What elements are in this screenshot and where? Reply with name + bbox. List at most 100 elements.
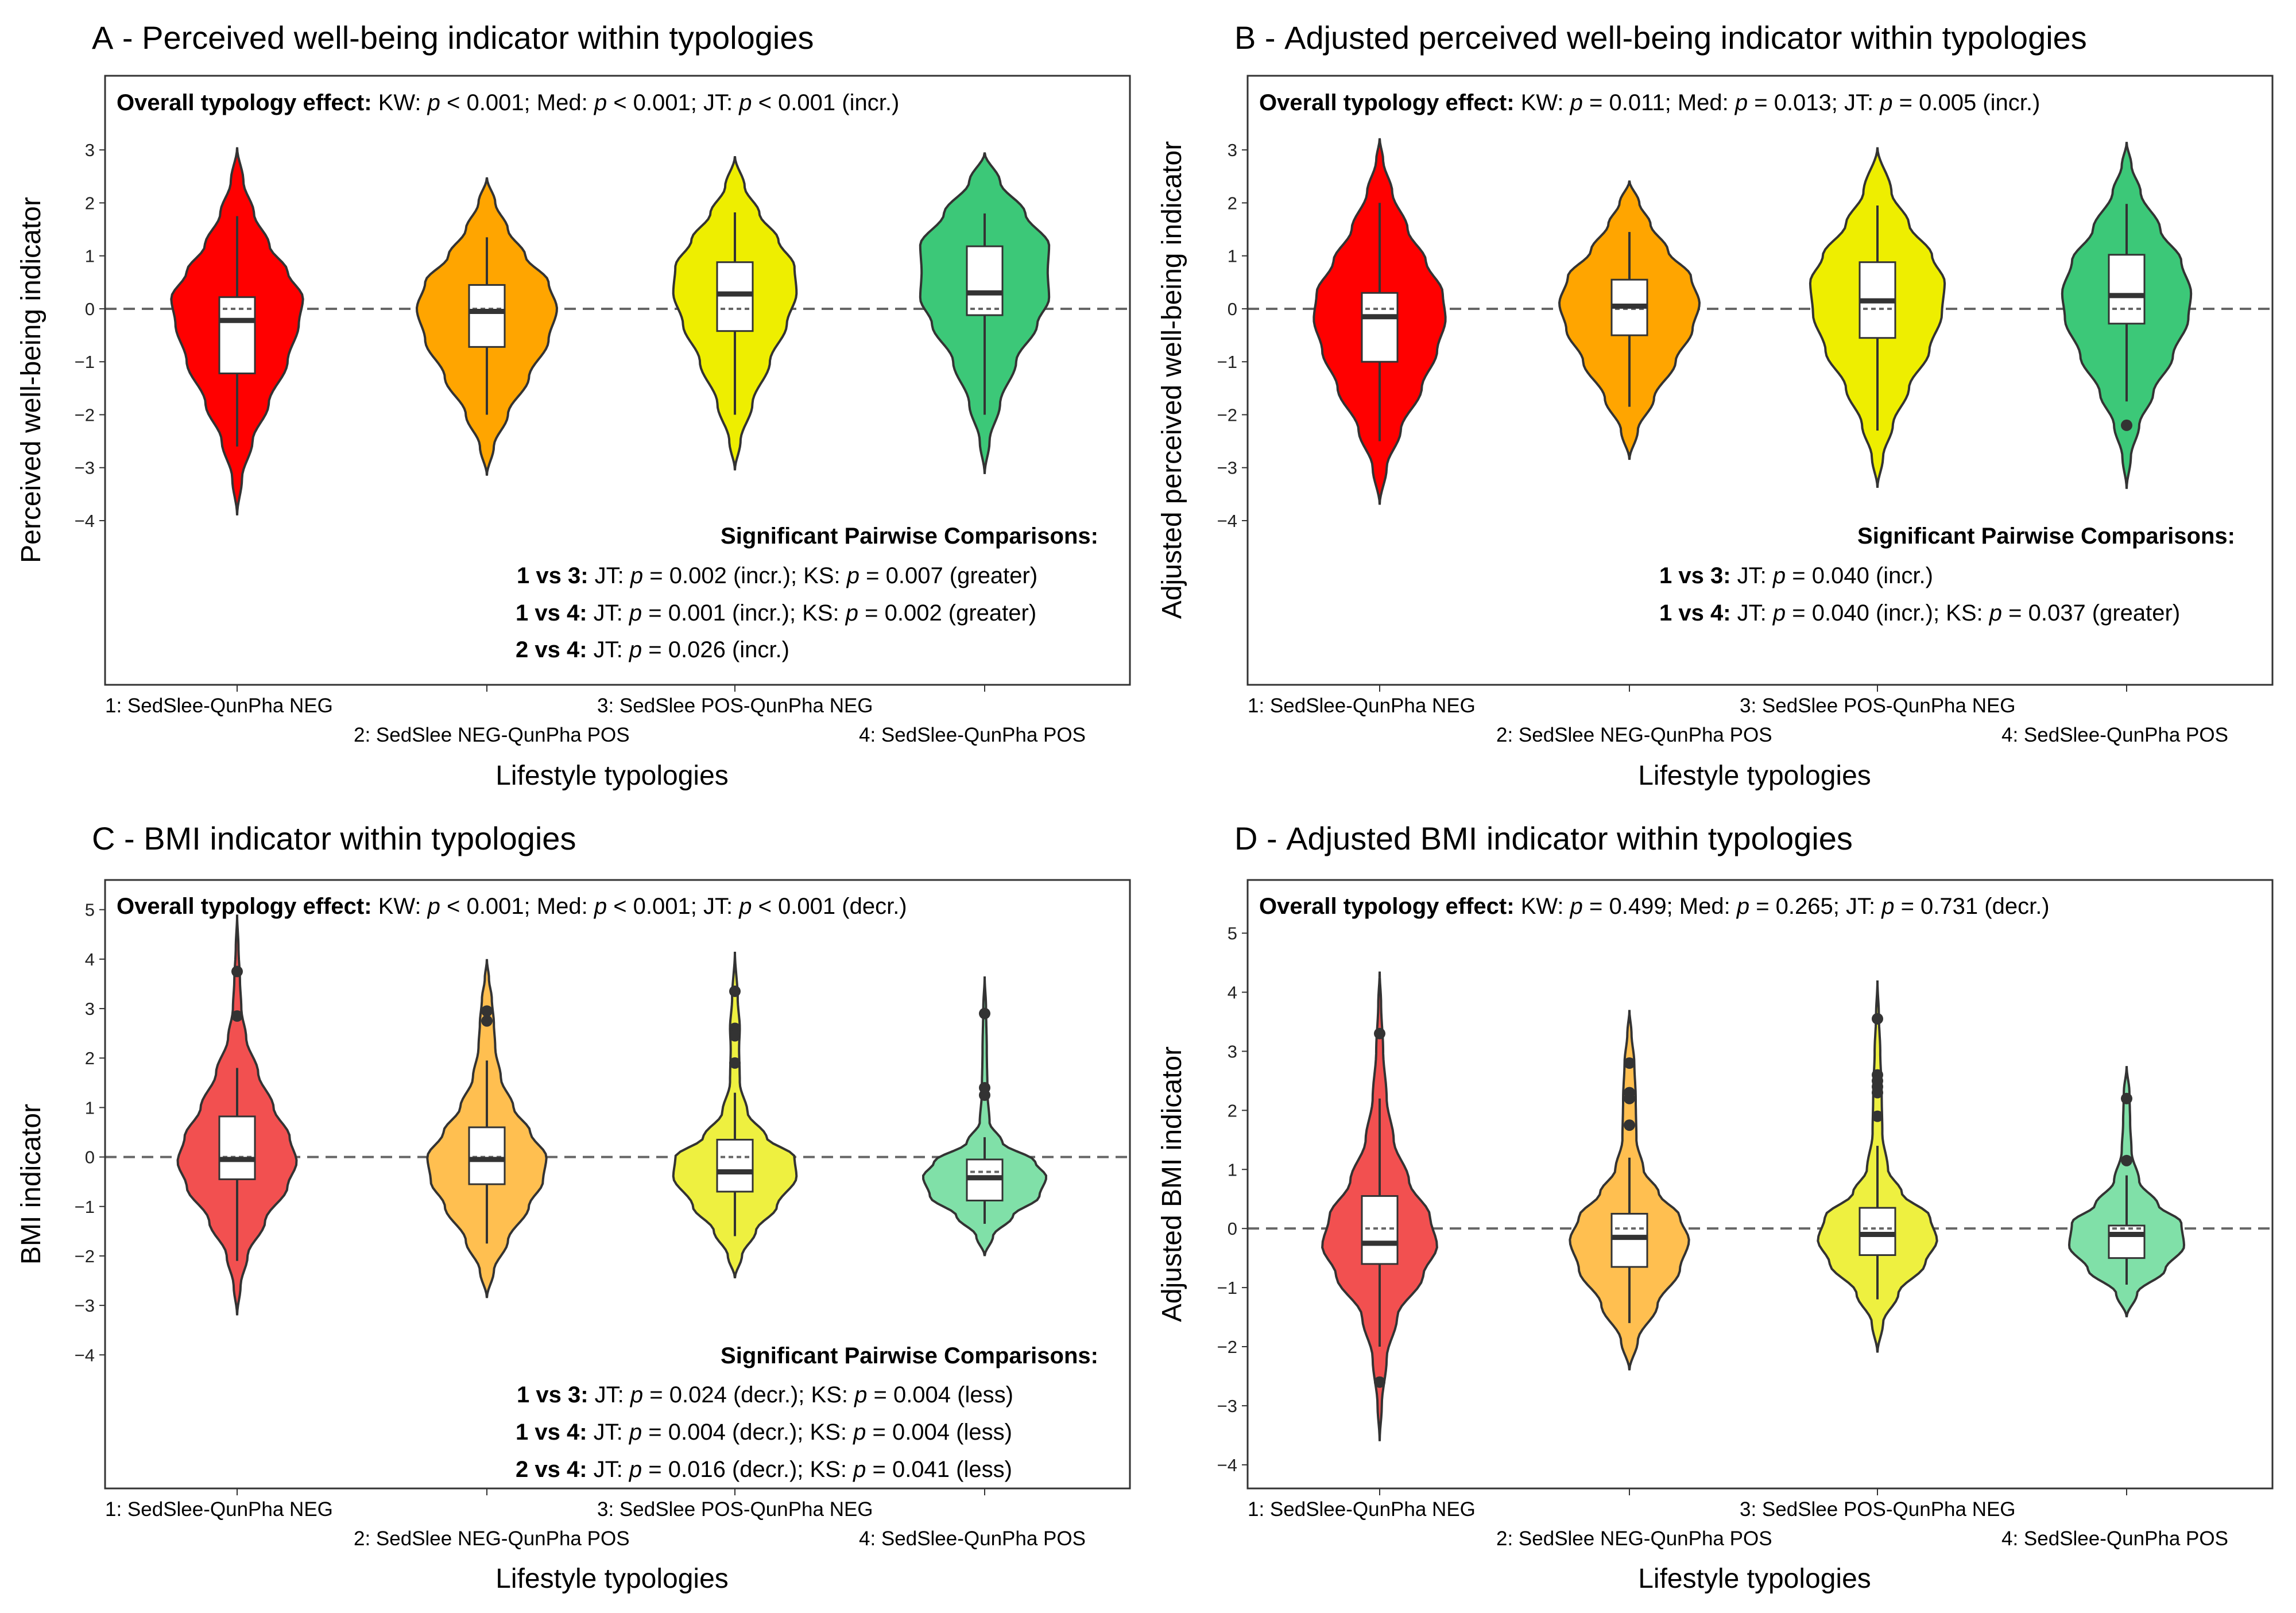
pairwise-comparison-space bbox=[587, 637, 594, 662]
pairwise-comparison-part: JT: bbox=[594, 637, 629, 662]
panel-frame bbox=[1246, 75, 2274, 686]
pairwise-comparison-part: p bbox=[846, 563, 859, 588]
overall-effect-annotation-part: = 0.499; Med: bbox=[1583, 894, 1737, 919]
y-axis-title: Adjusted perceived well-being indicator bbox=[1157, 141, 1187, 619]
violin-group bbox=[919, 152, 1051, 474]
iqr-box bbox=[2108, 254, 2146, 325]
pairwise-comparison-label: 1 vs 4: bbox=[1659, 600, 1731, 626]
pairwise-comparison-part: p bbox=[629, 600, 642, 626]
outlier-point bbox=[979, 1007, 990, 1019]
violin-group bbox=[672, 156, 798, 471]
panel-frame bbox=[104, 879, 1131, 1490]
y-axis-title: Perceived well-being indicator bbox=[16, 197, 47, 563]
y-tick-label: −4 bbox=[1217, 1455, 1237, 1475]
iqr-box bbox=[468, 284, 506, 348]
x-axis-title: Lifestyle typologies bbox=[1638, 1564, 1871, 1594]
x-category-label: 4: SedSlee-QunPha POS bbox=[2001, 724, 2228, 746]
violin-group bbox=[2067, 1066, 2186, 1317]
x-category-label: 3: SedSlee POS-QunPha NEG bbox=[597, 695, 873, 717]
y-tick-label: 1 bbox=[1228, 1160, 1237, 1180]
iqr-box bbox=[468, 1126, 506, 1185]
y-tick-label: 3 bbox=[1228, 1041, 1237, 1061]
outlier-point bbox=[1374, 1027, 1385, 1040]
violin-shape bbox=[922, 976, 1048, 1257]
x-category-label: 2: SedSlee NEG-QunPha POS bbox=[1496, 724, 1772, 746]
panel-frame bbox=[1246, 879, 2274, 1490]
pairwise-comparison-label: 1 vs 3: bbox=[1659, 563, 1731, 588]
x-category-label: 4: SedSlee-QunPha POS bbox=[859, 1527, 1086, 1550]
pairwise-comparison-part: p bbox=[629, 1420, 642, 1445]
panel-title: A - Perceived well-being indicator withi… bbox=[92, 20, 814, 56]
x-category-label: 1: SedSlee-QunPha NEG bbox=[1248, 695, 1476, 717]
outlier-point bbox=[979, 1089, 990, 1101]
x-category-label: 2: SedSlee NEG-QunPha POS bbox=[354, 724, 630, 746]
pairwise-comparison-part: p bbox=[1772, 563, 1786, 588]
pairwise-comparison-part: JT: bbox=[594, 1420, 629, 1445]
outlier-point bbox=[231, 1010, 243, 1022]
outlier-point bbox=[1872, 1013, 1883, 1025]
pairwise-comparison-part: = 0.002 (greater) bbox=[858, 600, 1036, 626]
x-category-label: 3: SedSlee POS-QunPha NEG bbox=[1740, 1498, 2016, 1521]
violin-group bbox=[176, 914, 298, 1316]
pairwise-title: Significant Pairwise Comparisons: bbox=[721, 524, 1098, 549]
pairwise-comparison-part: = 0.004 (less) bbox=[867, 1382, 1013, 1408]
pairwise-comparison-part: = 0.007 (greater) bbox=[859, 563, 1037, 588]
panel-title: C - BMI indicator within typologies bbox=[92, 820, 576, 856]
overall-effect-annotation-label: Overall typology effect: bbox=[1259, 894, 1515, 919]
x-axis-title: Lifestyle typologies bbox=[1638, 761, 1871, 791]
overall-effect-annotation-part: KW: bbox=[378, 90, 428, 115]
y-tick-label: 0 bbox=[1228, 1219, 1237, 1239]
overall-effect-annotation-part: < 0.001; JT: bbox=[607, 90, 739, 115]
pairwise-comparison-part: = 0.002 (incr.); KS: bbox=[643, 563, 847, 588]
y-tick-label: −2 bbox=[75, 405, 95, 425]
y-tick-label: −3 bbox=[75, 1296, 95, 1316]
pairwise-comparison-part: JT: bbox=[1737, 563, 1773, 588]
pairwise-comparison-label: 2 vs 4: bbox=[516, 1457, 587, 1482]
pairwise-title: Significant Pairwise Comparisons: bbox=[1857, 524, 2235, 549]
iqr-box bbox=[966, 245, 1004, 316]
y-tick-label: −1 bbox=[1217, 352, 1237, 372]
outlier-point bbox=[2121, 1092, 2132, 1104]
overall-effect-annotation-part: = 0.005 (incr.) bbox=[1893, 90, 2041, 115]
pairwise-comparison: 1 vs 4: JT: p = 0.001 (incr.); KS: p = 0… bbox=[516, 600, 1036, 626]
pairwise-comparison-part: = 0.040 (incr.) bbox=[1786, 563, 1933, 588]
x-category-label: 1: SedSlee-QunPha NEG bbox=[105, 1498, 333, 1521]
overall-effect-annotation-part: p bbox=[738, 90, 752, 115]
iqr-box bbox=[1859, 1207, 1896, 1256]
overall-effect-annotation-space bbox=[372, 90, 378, 115]
overall-effect-annotation-part: KW: bbox=[378, 894, 428, 919]
pairwise-comparison-part: = 0.024 (decr.); KS: bbox=[643, 1382, 854, 1408]
outlier-point bbox=[729, 1057, 741, 1069]
x-category-label: 4: SedSlee-QunPha POS bbox=[2001, 1527, 2228, 1550]
outlier-point bbox=[2121, 419, 2132, 431]
overall-effect-annotation-part: = 0.731 (decr.) bbox=[1894, 894, 2049, 919]
overall-effect-annotation-label: Overall typology effect: bbox=[117, 90, 372, 115]
pairwise-comparison-part: p bbox=[629, 637, 642, 662]
overall-effect-annotation: Overall typology effect: KW: p < 0.001; … bbox=[117, 894, 907, 919]
x-category-label: 2: SedSlee NEG-QunPha POS bbox=[354, 1527, 630, 1550]
outlier-point bbox=[1872, 1110, 1883, 1122]
overall-effect-annotation-part: < 0.001; JT: bbox=[607, 894, 739, 919]
pairwise-comparison-space bbox=[1731, 600, 1737, 626]
outlier-point bbox=[481, 1005, 493, 1017]
overall-effect-annotation-part: p bbox=[1570, 894, 1583, 919]
y-tick-label: −4 bbox=[75, 1345, 95, 1365]
overall-effect-annotation-part: p bbox=[1881, 894, 1894, 919]
y-tick-label: −3 bbox=[75, 458, 95, 478]
y-tick-label: 2 bbox=[1228, 1100, 1237, 1120]
y-tick-label: −2 bbox=[75, 1246, 95, 1266]
pairwise-comparison-space bbox=[587, 600, 594, 626]
overall-effect-annotation-part: < 0.001 (decr.) bbox=[752, 894, 907, 919]
y-tick-label: −4 bbox=[1217, 511, 1237, 531]
y-tick-label: 1 bbox=[85, 1098, 95, 1118]
y-tick-label: 3 bbox=[85, 140, 95, 160]
x-category-label: 2: SedSlee NEG-QunPha POS bbox=[1496, 1527, 1772, 1550]
pairwise-comparison-part: = 0.037 (greater) bbox=[2002, 600, 2180, 626]
outlier-point bbox=[1374, 1376, 1385, 1388]
y-tick-label: 3 bbox=[85, 999, 95, 1019]
panel-title: D - Adjusted BMI indicator within typolo… bbox=[1234, 820, 1853, 856]
y-tick-label: 4 bbox=[85, 949, 95, 970]
outlier-point bbox=[1624, 1092, 1635, 1104]
y-axis-title: Adjusted BMI indicator bbox=[1157, 1046, 1187, 1322]
